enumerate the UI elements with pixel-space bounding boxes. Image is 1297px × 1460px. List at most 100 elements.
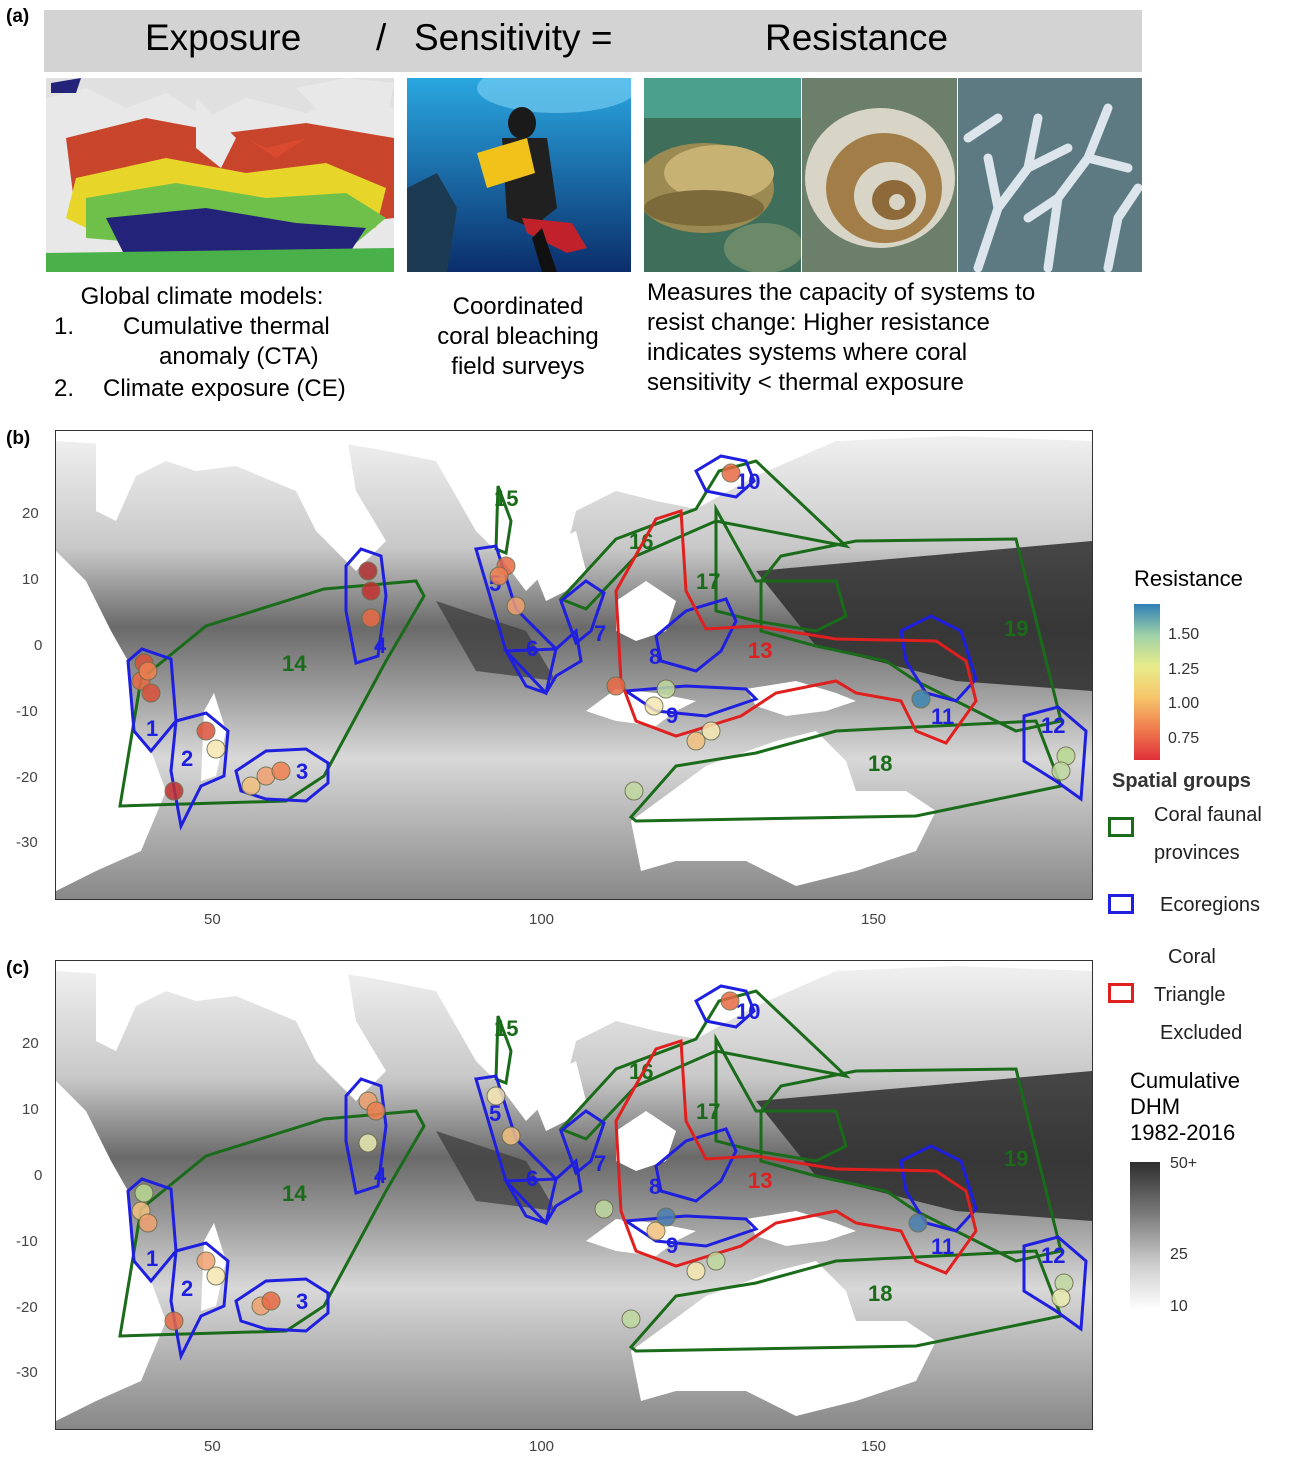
resistance-tick: 1.00 xyxy=(1168,695,1200,712)
x-tick: 50 xyxy=(204,1438,221,1455)
ecoregion-outline xyxy=(621,1214,759,1248)
ecoregion-label: 9 xyxy=(666,1233,678,1258)
faunal-province-label: 15 xyxy=(494,486,518,511)
survey-site-point xyxy=(701,721,721,741)
land-mass xyxy=(56,961,1092,1121)
equation-bar xyxy=(44,10,1142,72)
dhm-tick: 50+ xyxy=(1170,1155,1198,1172)
ecoregion-label: 4 xyxy=(374,633,387,658)
survey-site-point xyxy=(908,1213,928,1233)
ecoregion-outline xyxy=(1022,705,1088,802)
dhm-hotspot-shading xyxy=(756,541,1092,691)
ecoregion-label: 6 xyxy=(526,636,538,661)
caption-item2: Climate exposure (CE) xyxy=(103,375,346,402)
legend-ecoregion-swatch xyxy=(1108,894,1134,914)
coral-photo-healthy xyxy=(644,78,801,272)
ecoregion-label: 5 xyxy=(489,1101,501,1126)
x-tick: 150 xyxy=(861,911,887,928)
y-tick: -20 xyxy=(16,1299,38,1316)
survey-site-point xyxy=(486,1086,506,1106)
faunal-province-label: 18 xyxy=(868,751,892,776)
caption-item1b: anomaly (CTA) xyxy=(159,343,319,370)
coral-photo-partial-bleaching xyxy=(802,78,957,272)
caption-mid-line1: Coordinated xyxy=(452,293,584,320)
survey-site-point xyxy=(501,1126,521,1146)
land-mass xyxy=(746,1211,856,1246)
x-tick: 100 xyxy=(529,911,555,928)
survey-site-point xyxy=(361,608,381,628)
faunal-province-outline xyxy=(558,459,851,611)
caption-mid-line2: coral bleaching xyxy=(437,323,599,350)
ecoregion-label: 3 xyxy=(296,1289,308,1314)
dhm-hotspot-shading xyxy=(436,601,556,681)
ecoregion-label: 7 xyxy=(594,1151,606,1176)
survey-site-point xyxy=(656,1207,676,1227)
legend-faunal-line1: Coral faunal xyxy=(1154,804,1262,826)
survey-site-point xyxy=(141,683,161,703)
survey-site-point xyxy=(206,739,226,759)
survey-site-point xyxy=(164,1311,184,1331)
ecoregion-outline xyxy=(559,579,606,646)
diver-survey-image xyxy=(407,78,631,272)
ecoregion-label: 12 xyxy=(1041,1243,1065,1268)
ecoregion-label: 11 xyxy=(931,1234,954,1259)
ecoregion-label: 1 xyxy=(146,716,158,741)
faunal-province-label: 15 xyxy=(494,1016,518,1041)
faunal-province-label: 19 xyxy=(1004,1146,1028,1171)
survey-site-point xyxy=(646,1221,666,1241)
ecoregion-label: 8 xyxy=(649,1174,661,1199)
panel-a-label: (a) xyxy=(6,6,30,27)
y-tick: 0 xyxy=(34,637,43,654)
y-tick: 20 xyxy=(22,1035,39,1052)
survey-site-point xyxy=(706,1251,726,1271)
land-mass xyxy=(586,1219,696,1256)
caption-item1: Cumulative thermal xyxy=(123,313,330,340)
panel-b-label: (b) xyxy=(6,428,31,449)
y-tick: -30 xyxy=(16,834,38,851)
ecoregion-label: 1 xyxy=(146,1246,158,1271)
legend-spatial-title: Spatial groups xyxy=(1112,770,1251,792)
ecoregion-outline xyxy=(899,1144,978,1233)
legend-triangle-line1: Coral xyxy=(1168,946,1216,968)
ecoregion-outline xyxy=(234,1277,330,1333)
ecoregion-outline xyxy=(502,628,583,696)
climate-model-map-image xyxy=(46,78,394,272)
ecoregion-outline xyxy=(169,1241,230,1361)
y-tick: -20 xyxy=(16,769,38,786)
survey-site-point xyxy=(358,561,378,581)
caption-climate-title: Global climate models: xyxy=(80,283,324,310)
faunal-province-outline xyxy=(558,989,851,1141)
survey-site-point xyxy=(624,781,644,801)
ecoregion-outline xyxy=(169,711,230,831)
coral-triangle-label: 13 xyxy=(748,1168,772,1193)
ecoregion-outline xyxy=(344,1077,388,1195)
dhm-colorbar xyxy=(1130,1162,1160,1310)
equation-resistance: Resistance xyxy=(765,17,949,58)
equation-sensitivity: Sensitivity = xyxy=(414,17,613,58)
survey-site-point xyxy=(196,721,216,741)
survey-site-point xyxy=(366,1101,386,1121)
coral-triangle-outline xyxy=(614,508,978,745)
ecoregion-outline xyxy=(344,547,388,665)
y-tick: -30 xyxy=(16,1364,38,1381)
legend-resistance-title: Resistance xyxy=(1134,566,1243,591)
faunal-province-label: 17 xyxy=(696,1099,720,1124)
survey-site-point xyxy=(720,991,740,1011)
dhm-hotspot-shading xyxy=(756,1071,1092,1221)
survey-site-point xyxy=(134,1183,154,1203)
faunal-province-outline xyxy=(118,1109,426,1338)
ecoregion-label: 10 xyxy=(736,999,760,1024)
ecoregion-outline xyxy=(694,984,756,1029)
y-tick: -10 xyxy=(16,703,38,720)
faunal-province-outline xyxy=(118,579,426,808)
faunal-province-label: 17 xyxy=(696,569,720,594)
ecoregion-label: 8 xyxy=(649,644,661,669)
ecoregion-label: 6 xyxy=(526,1166,538,1191)
ecoregion-label: 3 xyxy=(296,759,308,784)
land-mass xyxy=(631,731,936,886)
caption-mid-line3: field surveys xyxy=(451,353,585,380)
caption-climate-models: Global climate models: xyxy=(78,282,378,312)
faunal-province-outline xyxy=(759,1067,1063,1263)
